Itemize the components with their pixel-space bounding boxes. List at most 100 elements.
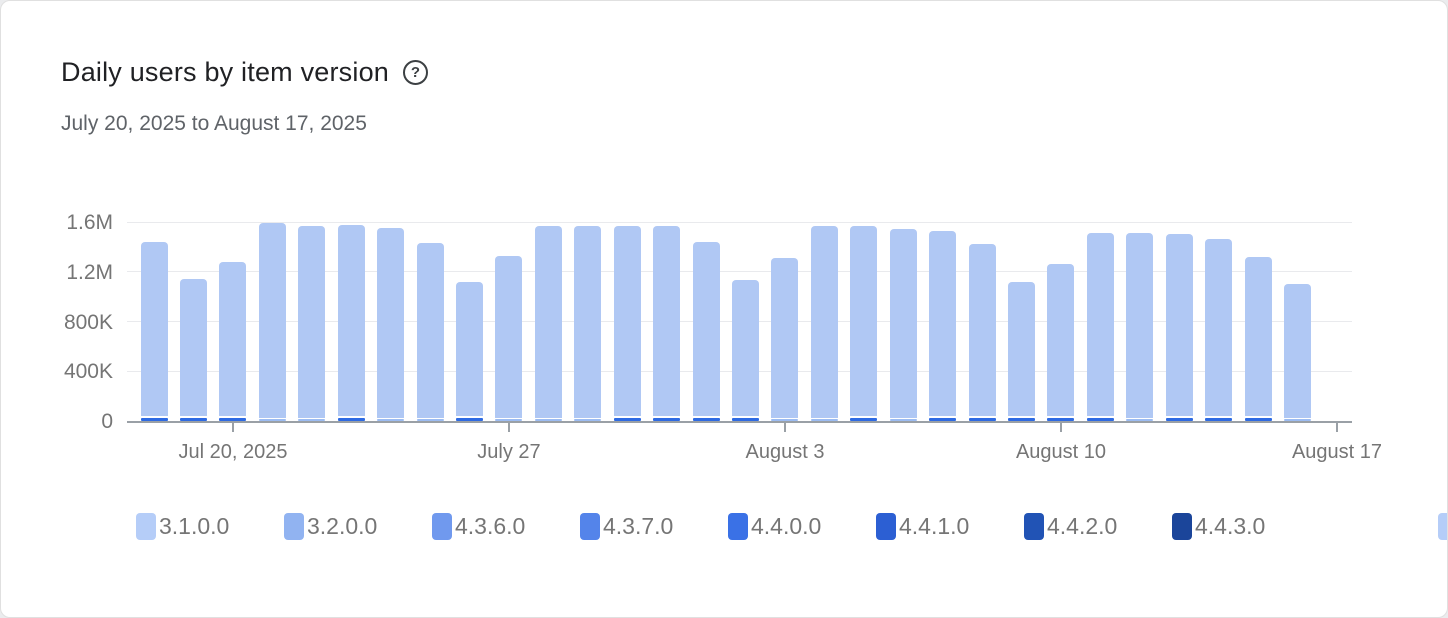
- bar-segment-bottom: [219, 417, 247, 421]
- stacked-bar-day-3[interactable]: [219, 261, 247, 421]
- bar-segment-main: [1008, 281, 1036, 417]
- bar-segment-gap: [732, 416, 760, 418]
- stacked-bar-day-8[interactable]: [416, 243, 444, 421]
- stacked-bar-day-16[interactable]: [732, 279, 760, 421]
- legend-item-3.2.0.0: 3.2.0.0: [284, 513, 377, 540]
- y-axis-label-400K: 400K: [63, 360, 113, 384]
- bar-segment-bottom: [377, 419, 405, 421]
- stacked-bar-day-27[interactable]: [1165, 234, 1193, 421]
- stacked-bar-day-28[interactable]: [1205, 239, 1233, 421]
- legend-label: 4.4.2.0: [1047, 513, 1118, 539]
- bar-segment-bottom: [1086, 417, 1114, 421]
- stacked-bar-day-13[interactable]: [613, 226, 641, 421]
- bar-segment-main: [495, 255, 523, 418]
- x-axis-tick: [507, 423, 510, 432]
- stacked-bar-day-26[interactable]: [1126, 232, 1154, 421]
- stacked-bar-day-9[interactable]: [456, 281, 484, 421]
- stacked-bar-day-11[interactable]: [534, 226, 562, 421]
- bar-segment-main: [929, 230, 957, 417]
- bar-segment-main: [692, 241, 720, 417]
- legend-label: 4.3.7.0: [603, 513, 674, 539]
- bar-segment-main: [613, 226, 641, 417]
- stacked-bar-day-23[interactable]: [1008, 281, 1036, 421]
- legend-swatch: [284, 513, 304, 540]
- gridline-1.6M: [127, 221, 1352, 223]
- bar-segment-bottom: [140, 417, 168, 421]
- bar-segment-main: [889, 229, 917, 418]
- legend-swatch: [432, 513, 452, 540]
- stacked-bar-day-7[interactable]: [377, 227, 405, 421]
- legend-item-3.1.0.0: 3.1.0.0: [136, 513, 229, 540]
- bar-segment-main: [1165, 234, 1193, 417]
- bar-segment-gap: [534, 417, 562, 420]
- y-axis-label-1.6M: 1.6M: [66, 211, 113, 234]
- bar-segment-main: [298, 225, 326, 418]
- bar-segment-bottom: [1126, 419, 1154, 421]
- bar-segment-main: [1126, 232, 1154, 418]
- legend-swatch: [1024, 513, 1044, 540]
- help-icon[interactable]: ?: [403, 60, 429, 85]
- stacked-bar-day-14[interactable]: [653, 226, 681, 421]
- stacked-bar-day-5[interactable]: [298, 225, 326, 421]
- legend-swatch: [136, 513, 156, 540]
- stacked-bar-day-24[interactable]: [1047, 264, 1075, 421]
- stacked-bar-day-17[interactable]: [771, 258, 799, 421]
- bar-segment-bottom: [1244, 417, 1272, 421]
- bar-segment-main: [258, 223, 286, 418]
- bar-segment-bottom: [613, 417, 641, 421]
- stacked-bar-day-6[interactable]: [337, 225, 365, 421]
- bar-segment-bottom: [1205, 417, 1233, 421]
- stacked-bar-day-1[interactable]: [140, 241, 168, 421]
- chart-legend: 3.1.0.0 3.2.0.0 4.3.6.0 4.3.7.0 4.4.0.0 4.4.1…: [1, 513, 1447, 547]
- legend-item-4.4.2.0: 4.4.2.0: [1024, 513, 1117, 540]
- bar-segment-gap: [416, 417, 444, 420]
- bar-segment-main: [416, 243, 444, 418]
- legend-swatch: [728, 513, 748, 540]
- bar-segment-main: [1244, 256, 1272, 417]
- bar-segment-main: [337, 225, 365, 417]
- bar-segment-gap: [1205, 416, 1233, 418]
- stacked-bar-day-2[interactable]: [180, 279, 208, 421]
- date-range: July 20, 2025 to August 17, 2025: [61, 112, 367, 135]
- bar-segment-bottom: [180, 417, 208, 421]
- legend-item-4.4.1.0: 4.4.1.0: [876, 513, 969, 540]
- stacked-bar-day-19[interactable]: [850, 225, 878, 421]
- stacked-bar-day-29[interactable]: [1244, 256, 1272, 421]
- legend-item-4.3.7.0: 4.3.7.0: [580, 513, 673, 540]
- bar-segment-gap: [929, 416, 957, 418]
- x-axis-line: [127, 421, 1352, 423]
- bar-segment-main: [810, 225, 838, 418]
- stacked-bar-day-4[interactable]: [258, 223, 286, 421]
- chart-header: Daily users by item version ?: [61, 57, 429, 88]
- bar-segment-main: [1205, 239, 1233, 417]
- bar-segment-gap: [889, 417, 917, 420]
- bar-segment-bottom: [929, 417, 957, 421]
- stacked-bar-day-21[interactable]: [929, 230, 957, 421]
- bar-segment-gap: [574, 417, 602, 420]
- stacked-bar-day-10[interactable]: [495, 255, 523, 421]
- stacked-bar-day-12[interactable]: [574, 226, 602, 421]
- y-axis-label-800K: 800K: [63, 310, 113, 334]
- bar-segment-main: [653, 226, 681, 417]
- bar-segment-main: [180, 279, 208, 417]
- bar-segment-main: [534, 226, 562, 418]
- bar-segment-bottom: [574, 419, 602, 421]
- bar-segment-bottom: [456, 417, 484, 421]
- bar-segment-gap: [850, 416, 878, 418]
- stacked-bar-day-25[interactable]: [1086, 232, 1114, 421]
- stacked-bar-day-15[interactable]: [692, 241, 720, 421]
- bar-segment-main: [1047, 264, 1075, 417]
- stacked-bar-day-22[interactable]: [968, 244, 996, 421]
- x-axis-label: August 3: [745, 441, 825, 463]
- stacked-bar-day-30[interactable]: [1284, 284, 1312, 421]
- bar-segment-gap: [1008, 416, 1036, 418]
- legend-item-4.4.3.0: 4.4.3.0: [1172, 513, 1265, 540]
- stacked-bar-day-18[interactable]: [810, 225, 838, 421]
- y-axis-label-0: 0: [101, 410, 113, 433]
- stacked-bar-day-20[interactable]: [889, 229, 917, 421]
- bar-segment-gap: [377, 417, 405, 420]
- bar-segment-main: [1284, 284, 1312, 418]
- x-axis-label: August 17: [1291, 441, 1383, 463]
